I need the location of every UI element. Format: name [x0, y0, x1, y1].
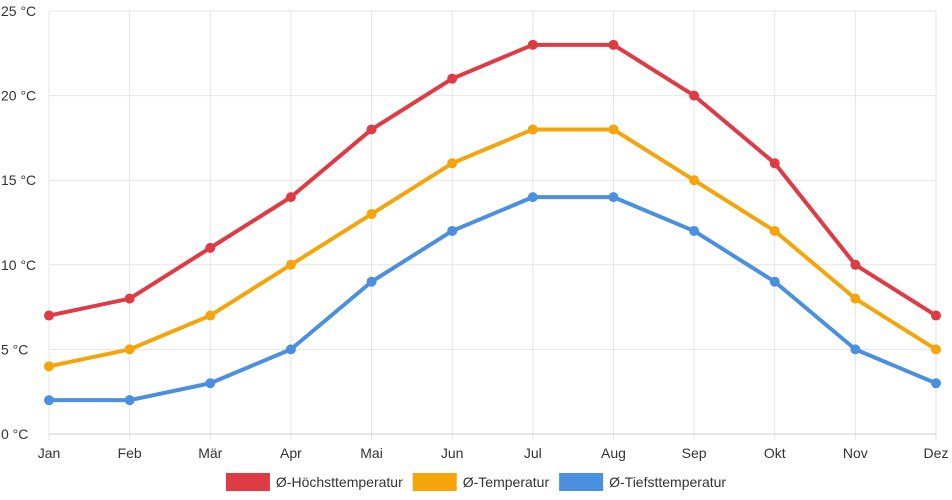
data-point[interactable] [285, 344, 296, 355]
series-line [47, 42, 938, 318]
data-point[interactable] [447, 225, 458, 236]
data-point[interactable] [447, 73, 458, 84]
data-point[interactable] [608, 39, 619, 50]
x-tick-label: Sep [682, 445, 707, 461]
data-point[interactable] [769, 276, 780, 287]
grid [48, 10, 937, 440]
series-1 [44, 39, 941, 321]
data-point[interactable] [769, 225, 780, 236]
data-point[interactable] [527, 39, 538, 50]
x-tick-label: Aug [601, 445, 626, 461]
x-tick-label: Nov [843, 445, 868, 461]
data-point[interactable] [608, 124, 619, 135]
data-point[interactable] [850, 293, 861, 304]
data-point[interactable] [44, 395, 54, 406]
x-tick-label: Mär [198, 445, 222, 461]
data-point[interactable] [44, 310, 54, 321]
data-point[interactable] [447, 158, 458, 169]
data-point[interactable] [527, 124, 538, 135]
y-tick-label: 15 °C [1, 172, 36, 188]
y-tick-label: 0 °C [1, 426, 28, 442]
data-point[interactable] [366, 209, 377, 220]
data-point[interactable] [205, 310, 216, 321]
data-point[interactable] [205, 378, 216, 389]
data-point[interactable] [366, 276, 377, 287]
x-axis-ticks: Jan Feb Mär Apr Mai Jun Jul Aug Sep Okt Nov Dez [38, 445, 949, 461]
data-point[interactable] [124, 395, 135, 406]
y-tick-label: 5 °C [1, 341, 28, 357]
y-axis-ticks: 0 °C 5 °C 10 °C 15 °C 20 °C 25 °C [1, 3, 36, 442]
data-point[interactable] [124, 344, 135, 355]
series-line [47, 195, 938, 403]
data-point[interactable] [931, 344, 941, 355]
data-point[interactable] [366, 124, 377, 135]
data-point[interactable] [124, 293, 135, 304]
x-tick-label: Jun [441, 445, 464, 461]
x-tick-label: Jul [524, 445, 542, 461]
series-2 [44, 124, 941, 372]
series-3 [44, 192, 941, 406]
legend-swatch[interactable] [412, 473, 457, 491]
series-group [44, 39, 941, 406]
data-point[interactable] [931, 378, 941, 389]
series-line [47, 127, 938, 369]
data-point[interactable] [689, 175, 700, 186]
legend-label: Ø-Höchsttemperatur [276, 474, 403, 490]
x-tick-label: Mai [360, 445, 383, 461]
x-tick-label: Apr [280, 445, 302, 461]
data-point[interactable] [931, 310, 941, 321]
x-tick-label: Dez [924, 445, 949, 461]
x-tick-label: Okt [764, 445, 786, 461]
data-point[interactable] [205, 242, 216, 253]
legend-label: Ø-Tiefsttemperatur [609, 474, 726, 490]
data-point[interactable] [608, 192, 619, 203]
data-point[interactable] [850, 259, 861, 270]
data-point[interactable] [850, 344, 861, 355]
data-point[interactable] [689, 225, 700, 236]
legend-label: Ø-Temperatur [463, 474, 550, 490]
y-tick-label: 10 °C [1, 257, 36, 273]
y-tick-label: 25 °C [1, 3, 36, 19]
y-tick-label: 20 °C [1, 88, 36, 104]
data-point[interactable] [285, 259, 296, 270]
data-point[interactable] [769, 158, 780, 169]
legend[interactable]: Ø-Höchsttemperatur Ø-Temperatur Ø-Tiefstte… [225, 473, 726, 491]
x-tick-label: Jan [38, 445, 61, 461]
data-point[interactable] [44, 361, 54, 372]
x-tick-label: Feb [118, 445, 142, 461]
legend-swatch[interactable] [559, 473, 604, 491]
data-point[interactable] [285, 192, 296, 203]
data-point[interactable] [689, 90, 700, 101]
legend-swatch[interactable] [225, 473, 270, 491]
data-point[interactable] [527, 192, 538, 203]
